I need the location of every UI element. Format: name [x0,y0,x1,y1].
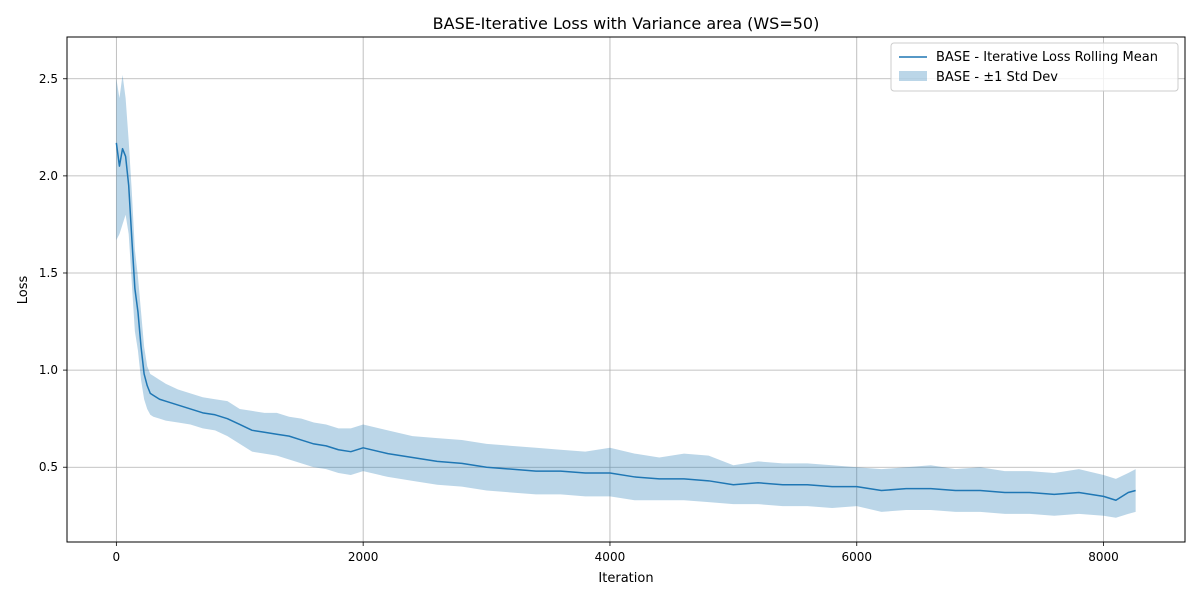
plot-frame [66,36,1186,543]
rolling-mean-line [115,142,1136,501]
chart-title: BASE-Iterative Loss with Variance area (… [433,14,820,33]
x-tick-label: 0 [113,550,121,564]
x-tick-label: 2000 [348,550,379,564]
y-tick-label: 1.5 [39,266,58,280]
legend: BASE - Iterative Loss Rolling Mean BASE … [890,42,1179,92]
legend-box [890,42,1179,92]
y-tick-label: 0.5 [39,460,58,474]
legend-label-band: BASE - ±1 Std Dev [936,70,1058,85]
y-tick-label: 2.0 [39,169,58,183]
legend-label-mean: BASE - Iterative Loss Rolling Mean [936,50,1158,65]
ticks: 0 2000 4000 6000 8000 0.5 1.0 1.5 2.0 2.5 [39,72,1119,564]
x-tick-label: 6000 [841,550,872,564]
x-axis-label: Iteration [598,571,653,586]
x-tick-label: 8000 [1088,550,1119,564]
y-tick-label: 2.5 [39,72,58,86]
legend-band-swatch [899,71,927,81]
x-tick-label: 4000 [595,550,626,564]
rolling-mean-line-layer [115,142,1136,501]
std-dev-band-layer [116,74,1136,518]
std-dev-band [116,74,1136,518]
y-axis-label: Loss [16,276,31,305]
y-tick-label: 1.0 [39,363,58,377]
